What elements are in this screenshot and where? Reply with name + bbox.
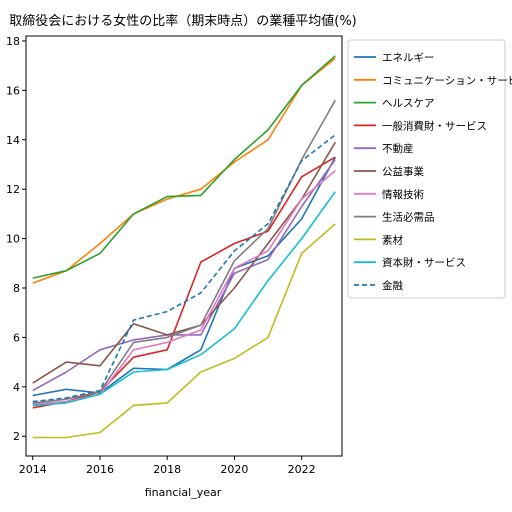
series-line [32, 55, 336, 279]
legend-label: 生活必需品 [382, 211, 435, 224]
series-layer [32, 55, 337, 439]
series-line [32, 141, 336, 384]
y-tick-label: 10 [6, 233, 20, 246]
x-tick-label: 2018 [153, 463, 181, 476]
y-tick-label: 18 [6, 35, 20, 48]
series-line [32, 156, 336, 409]
legend-label: 不動産 [382, 142, 414, 155]
x-tick-label: 2022 [288, 463, 316, 476]
x-axis: 2014 2016 2018 2020 2022 [19, 456, 316, 476]
x-tick-label: 2014 [19, 463, 47, 476]
series-line [32, 99, 336, 404]
series-line [32, 191, 336, 407]
legend-label: エネルギー [382, 52, 435, 64]
legend-label: 素材 [382, 233, 403, 246]
legend-box [347, 39, 506, 299]
y-tick-label: 14 [6, 134, 20, 147]
chart-title: 取締役会における女性の比率（期末時点）の業種平均値(%) [9, 13, 357, 29]
legend-label: 情報技術 [382, 188, 424, 201]
series-line [32, 169, 336, 405]
series-line [32, 223, 336, 439]
legend-label: ヘルスケア [382, 98, 435, 110]
y-axis: 2 4 6 8 10 12 14 16 18 [6, 35, 26, 443]
legend: エネルギーコミュニケーション・サービスヘルスケア一般消費財・サービス不動産公益事… [347, 39, 512, 299]
legend-label: 資本財・サービス [382, 256, 466, 269]
y-tick-label: 16 [6, 84, 20, 97]
y-tick-label: 12 [6, 183, 20, 196]
series-line [32, 156, 337, 397]
legend-label: 公益事業 [382, 165, 424, 178]
y-tick-label: 6 [13, 331, 20, 344]
plot-area [25, 35, 343, 457]
y-tick-label: 8 [13, 282, 20, 295]
legend-label: コミュニケーション・サービス [382, 75, 512, 87]
x-tick-label: 2016 [86, 463, 114, 476]
legend-label: 金融 [382, 279, 403, 292]
series-line [32, 134, 336, 403]
series-line [32, 57, 336, 284]
y-tick-label: 4 [13, 381, 20, 394]
x-tick-label: 2020 [220, 463, 248, 476]
series-line [32, 159, 336, 392]
y-tick-label: 2 [13, 430, 20, 443]
x-axis-label: financial_year [145, 486, 222, 499]
legend-label: 一般消費財・サービス [382, 119, 487, 132]
